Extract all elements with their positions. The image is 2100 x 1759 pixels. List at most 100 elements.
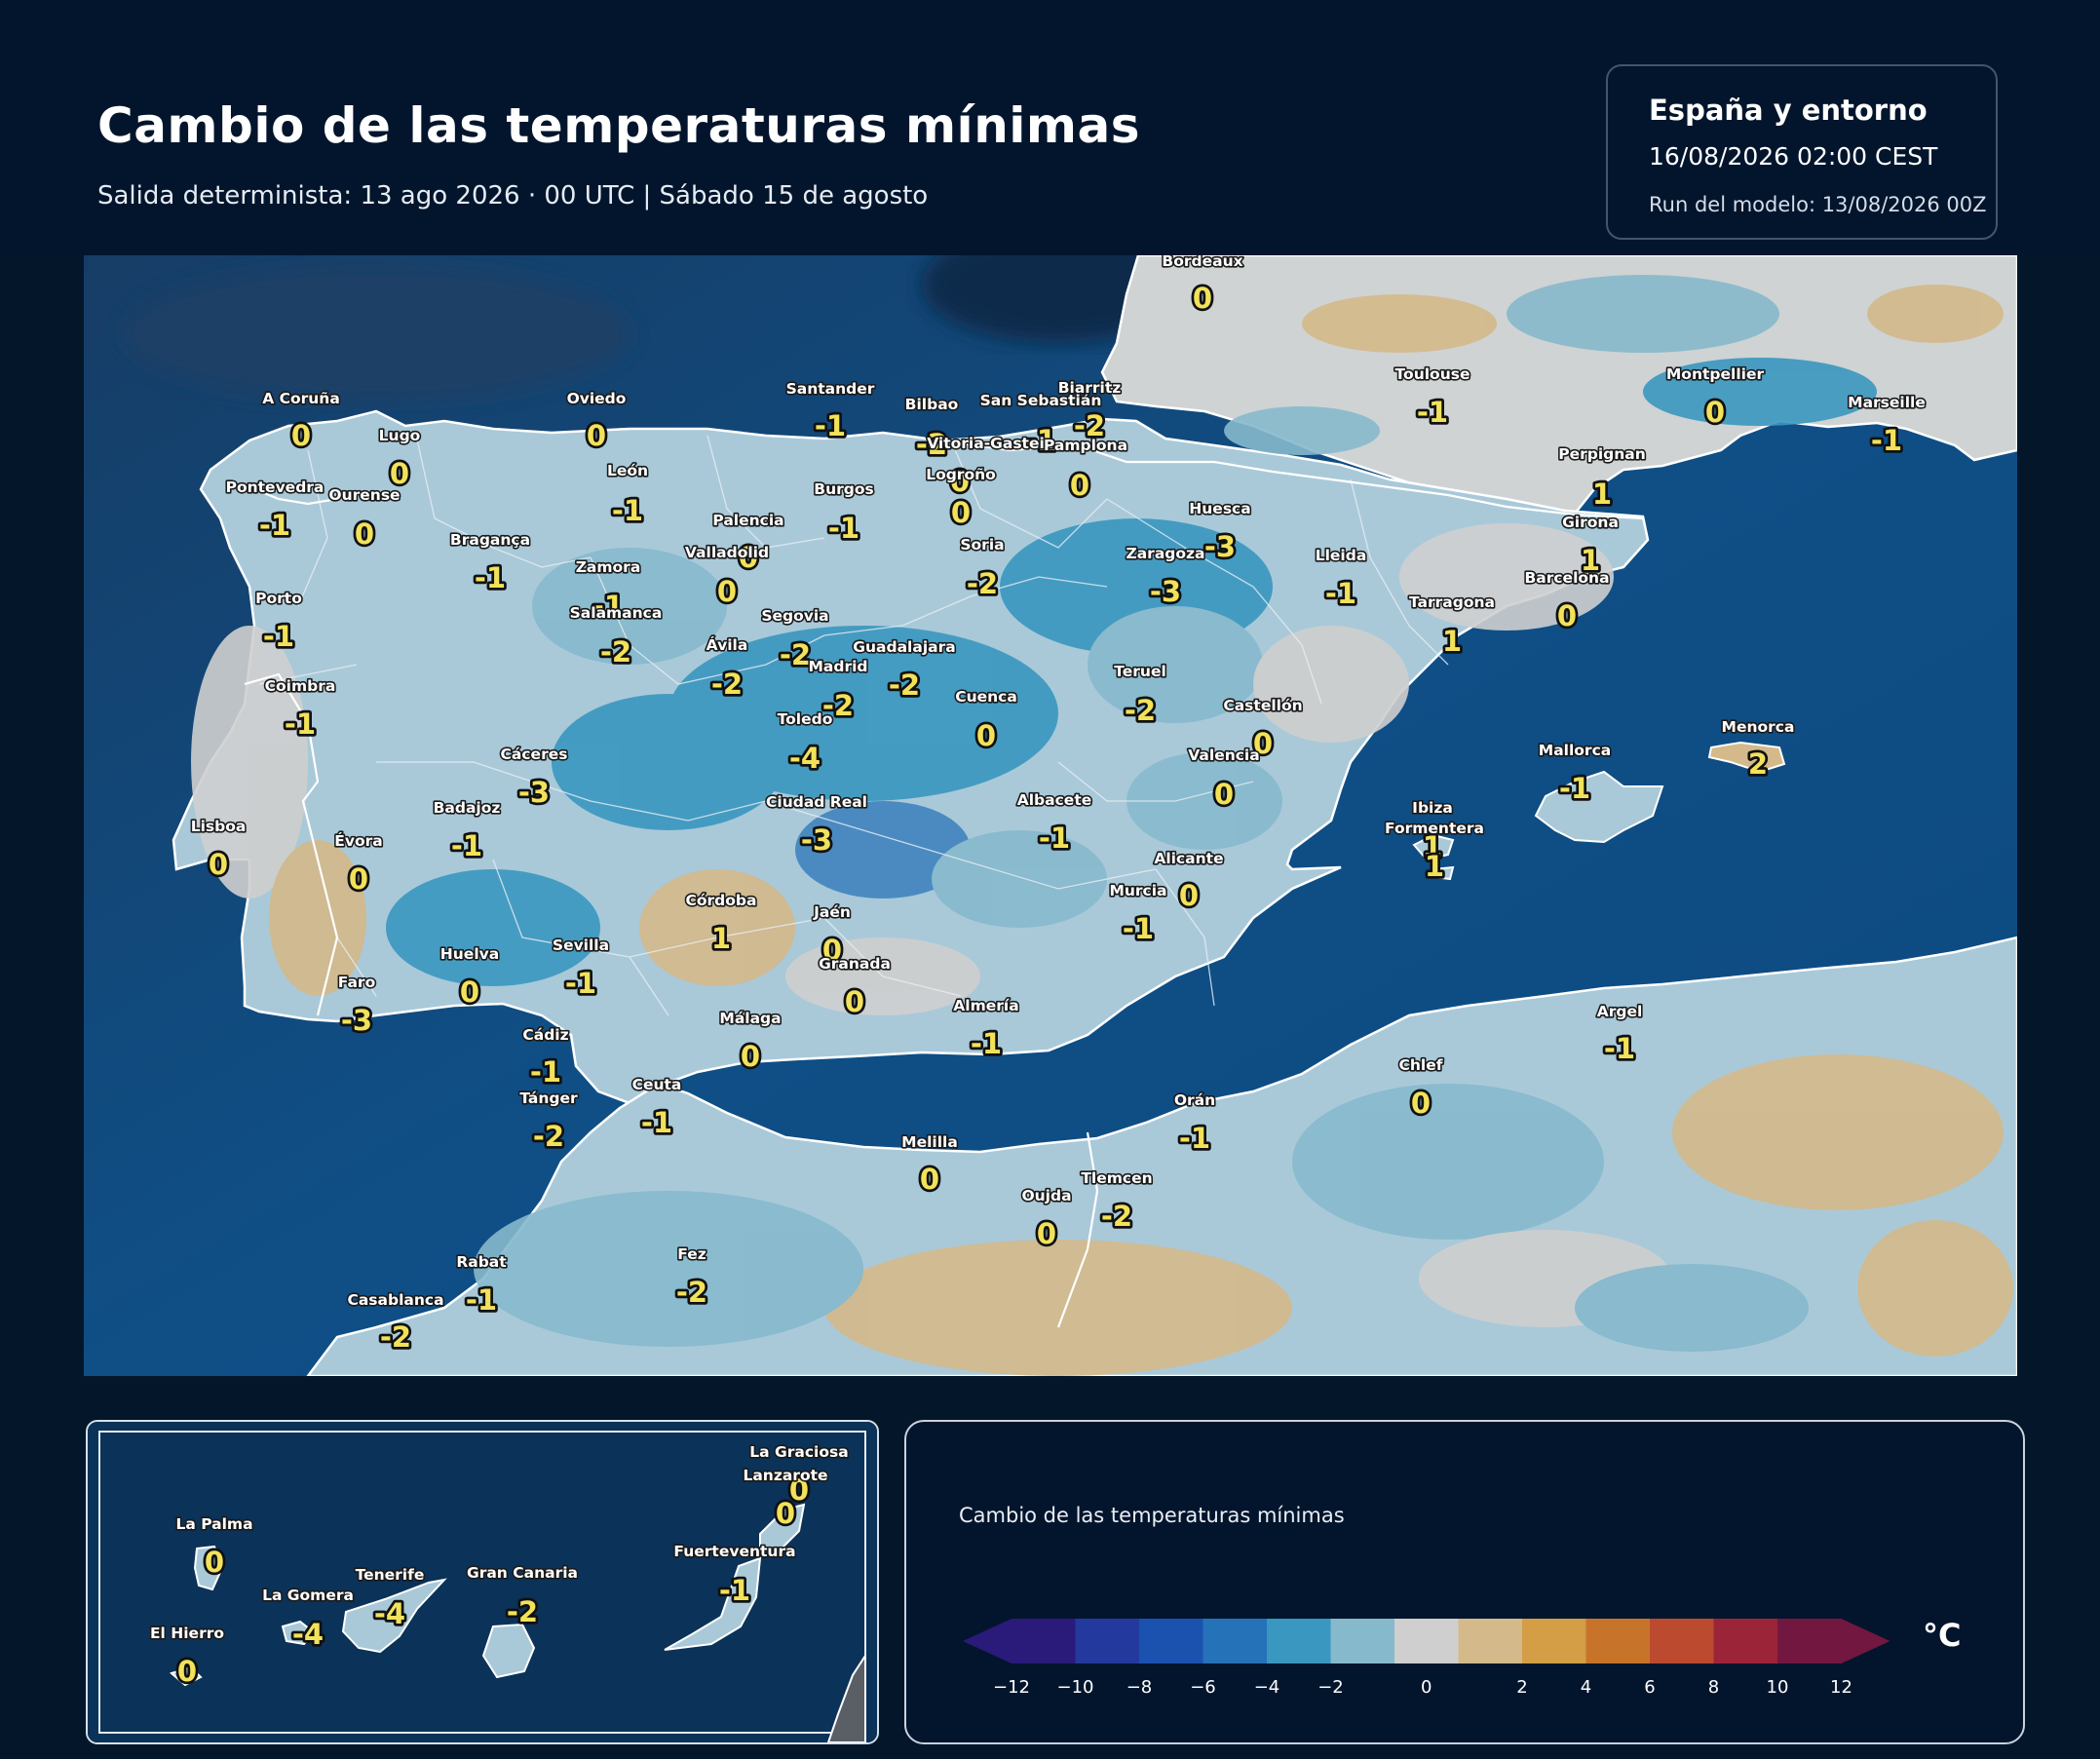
legend-title: Cambio de las temperaturas mínimas (959, 1504, 1345, 1527)
city-name: Logroño (926, 466, 996, 483)
city-value: 0 (349, 862, 368, 896)
city-name: Barcelona (1524, 569, 1609, 587)
city-value: 0 (717, 575, 737, 608)
city-value: -1 (1039, 822, 1070, 855)
info-model-run: Run del modelo: 13/08/2026 00Z (1649, 193, 1987, 216)
legend-unit: °C (1923, 1617, 1962, 1654)
city-value: -1 (259, 509, 290, 542)
city-name: Salamanca (570, 604, 663, 622)
city-name: Toulouse (1395, 365, 1470, 383)
city-name: Zaragoza (1126, 545, 1204, 562)
city-name: Málaga (719, 1010, 781, 1027)
city-name: Lanzarote (743, 1467, 827, 1484)
colorbar-tick-label: −12 (993, 1677, 1030, 1698)
city-value: -2 (1074, 409, 1105, 442)
colorbar-tick-label: −10 (1057, 1677, 1094, 1698)
city-name: Fez (677, 1245, 706, 1263)
city-name: Biarritz (1058, 379, 1122, 397)
legend-panel: Cambio de las temperaturas mínimas −12 −1… (904, 1420, 2025, 1744)
city-value: -1 (719, 1574, 750, 1607)
city-name: Ávila (706, 635, 748, 654)
menorca-land (1707, 741, 1786, 774)
city-name: Évora (334, 831, 382, 850)
colorbar-segment (1139, 1619, 1204, 1663)
canarias-inset[interactable]: La Graciosa 0 Lanzarote 0 La Palma 0 Fuerteven… (86, 1420, 879, 1744)
city-name: Casablanca (347, 1291, 443, 1309)
city-name: Pontevedra (226, 478, 325, 496)
colorbar-segment (1267, 1619, 1332, 1663)
city-value: 0 (1070, 469, 1089, 502)
city-name: Tarragona (1409, 593, 1495, 611)
city-value: -1 (263, 620, 294, 653)
city-value: -1 (1325, 577, 1356, 610)
city-name: Oviedo (567, 390, 627, 407)
city-value: -1 (592, 590, 624, 623)
city-name: Ourense (328, 486, 400, 504)
map-canvas: Bordeaux 0 A Coruña 0 Lugo 0 Oviedo 0 Santander -… (84, 255, 2017, 1376)
colorbar-segment (1522, 1619, 1587, 1663)
city-name: Bilbao (905, 396, 959, 413)
city-name: Tlemcen (1081, 1169, 1152, 1187)
city-value: -2 (780, 638, 811, 671)
city-value: -2 (1101, 1200, 1132, 1233)
city-value: -2 (507, 1595, 538, 1628)
city-value: -2 (1125, 694, 1156, 727)
colorbar-segment (1012, 1619, 1077, 1663)
city-name: Montpellier (1666, 365, 1765, 383)
city-name: Ibiza (1412, 799, 1453, 817)
city-value: 0 (1179, 879, 1199, 912)
main-map[interactable]: Bordeaux 0 A Coruña 0 Lugo 0 Oviedo 0 Santander -… (84, 255, 2017, 1376)
colorbar-segment (1075, 1619, 1140, 1663)
city-markers: Bordeaux 0 A Coruña 0 Lugo 0 Oviedo 0 Santander -… (189, 255, 1927, 1357)
city-value: -1 (612, 494, 643, 527)
colorbar-segment (1777, 1619, 1843, 1663)
ibiza-land (1412, 833, 1455, 861)
city-value: -1 (285, 707, 316, 741)
city-value: -3 (801, 823, 832, 857)
city-value: -3 (1150, 575, 1181, 608)
colorbar-segment (1650, 1619, 1715, 1663)
city-value: 1 (1425, 850, 1444, 883)
city-value: -2 (533, 1120, 564, 1153)
colorbar: −12 −10 −8 −6 −4 −2 0 2 4 6 8 10 12 (963, 1619, 1890, 1698)
city-name: Córdoba (686, 892, 757, 909)
city-value: -4 (292, 1618, 324, 1651)
city-value: -1 (1179, 1122, 1210, 1155)
city-value: 0 (739, 541, 758, 574)
colorbar-arrow-high (1841, 1619, 1890, 1663)
city-name: Sevilla (553, 937, 609, 954)
gran-canaria-land (481, 1623, 536, 1679)
city-name: Fuerteventura (673, 1543, 795, 1560)
colorbar-tick-label: −4 (1254, 1677, 1280, 1698)
city-name: Coimbra (265, 677, 336, 695)
city-value: 0 (460, 975, 479, 1009)
city-value: 0 (355, 517, 374, 551)
city-value: 2 (1748, 747, 1768, 781)
city-name: Ceuta (632, 1076, 682, 1093)
city-name: Lleida (1316, 547, 1367, 564)
colorbar-segment (1458, 1619, 1523, 1663)
city-value: 0 (1214, 778, 1234, 811)
city-value: 0 (291, 419, 311, 452)
city-value: 0 (776, 1497, 795, 1530)
colorbar-tick-label: 8 (1708, 1677, 1719, 1698)
city-name: Rabat (456, 1253, 507, 1271)
city-value: -3 (518, 776, 550, 809)
colorbar-segment (1203, 1619, 1268, 1663)
region-borders (258, 430, 1449, 1016)
city-value: -4 (374, 1597, 405, 1630)
city-value: -4 (789, 742, 821, 775)
city-name: A Coruña (262, 390, 340, 407)
city-name: Melilla (901, 1133, 958, 1151)
city-value: -1 (475, 561, 506, 594)
city-name: Murcia (1109, 882, 1166, 899)
city-value: -1 (1559, 772, 1590, 805)
city-value: -2 (600, 635, 631, 669)
city-name: Tenerife (356, 1566, 425, 1584)
city-name: Albacete (1017, 791, 1092, 809)
colorbar-tick-label: −6 (1190, 1677, 1216, 1698)
lanzarote-land (759, 1503, 806, 1552)
city-name: León (607, 462, 648, 479)
la-palma-land (193, 1545, 224, 1591)
